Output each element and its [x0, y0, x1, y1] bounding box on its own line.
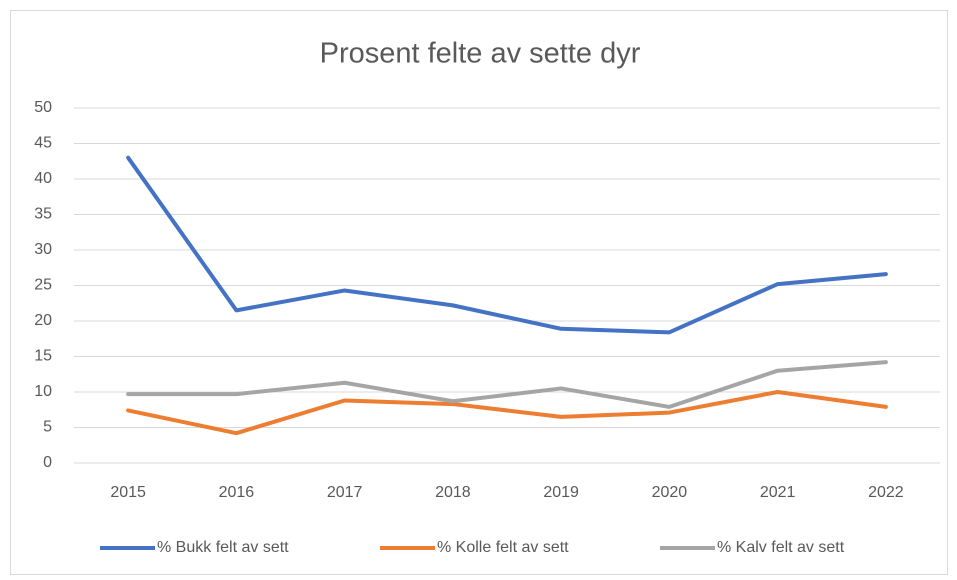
legend-label: % Bukk felt av sett [157, 539, 289, 556]
y-tick-label: 15 [34, 348, 52, 365]
y-tick-label: 45 [34, 135, 52, 152]
chart-title: Prosent felte av sette dyr [320, 38, 641, 70]
y-tick-label: 10 [34, 383, 52, 400]
x-tick-label: 2018 [435, 484, 471, 501]
data-line [126, 360, 888, 409]
y-tick-label: 20 [34, 312, 52, 329]
legend-label: % Kalv felt av sett [717, 539, 845, 556]
y-tick-label: 0 [43, 454, 52, 471]
data-line [126, 390, 888, 436]
x-tick-label: 2020 [652, 484, 688, 501]
y-tick-label: 50 [34, 99, 52, 116]
x-tick-label: 2022 [868, 484, 904, 501]
y-tick-label: 35 [34, 206, 52, 223]
y-tick-label: 25 [34, 277, 52, 294]
x-tick-label: 2021 [760, 484, 796, 501]
y-tick-label: 5 [43, 419, 52, 436]
legend-label: % Kolle felt av sett [437, 539, 569, 556]
x-tick-label: 2015 [110, 484, 146, 501]
chart-frame [10, 10, 948, 575]
x-tick-label: 2019 [543, 484, 579, 501]
y-tick-label: 40 [34, 170, 52, 187]
x-tick-label: 2016 [219, 484, 255, 501]
data-line [126, 155, 888, 335]
y-tick-label: 30 [34, 241, 52, 258]
x-tick-label: 2017 [327, 484, 363, 501]
